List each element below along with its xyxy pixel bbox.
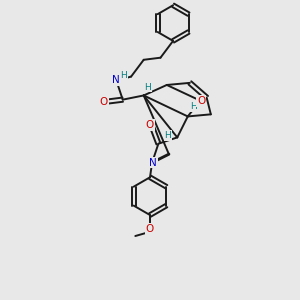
Text: N: N [112, 75, 119, 85]
Text: O: O [100, 97, 108, 107]
Text: H: H [190, 103, 196, 112]
Text: O: O [146, 120, 154, 130]
Text: H: H [120, 71, 127, 80]
Text: O: O [197, 96, 206, 106]
Text: H: H [145, 82, 151, 91]
Text: H: H [164, 131, 171, 140]
Text: N: N [149, 158, 157, 168]
Text: O: O [146, 224, 154, 234]
